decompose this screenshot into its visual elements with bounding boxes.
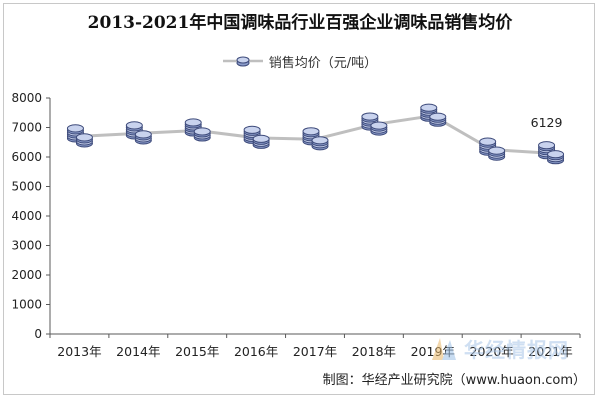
x-tick-label: 2014年 bbox=[116, 344, 160, 359]
source-note: 制图：华经产业研究院（www.huaon.com） bbox=[322, 373, 586, 388]
y-tick-label: 1000 bbox=[11, 298, 42, 312]
x-tick-label: 2020年 bbox=[470, 344, 514, 359]
y-tick-label: 2000 bbox=[11, 268, 42, 282]
x-tick-label: 2016年 bbox=[234, 344, 278, 359]
y-tick-label: 8000 bbox=[11, 91, 42, 105]
y-tick-label: 5000 bbox=[11, 180, 42, 194]
chart-frame bbox=[3, 3, 595, 395]
data-point-marker bbox=[420, 103, 447, 127]
x-tick-label: 2018年 bbox=[352, 344, 396, 359]
watermark: 华经情报网 bbox=[430, 328, 600, 368]
legend-swatch-icon bbox=[222, 56, 263, 67]
legend-label: 销售均价（元/吨） bbox=[268, 55, 378, 71]
y-tick-label: 6000 bbox=[11, 150, 42, 164]
y-tick-label: 3000 bbox=[11, 239, 42, 253]
x-tick-label: 2015年 bbox=[175, 344, 219, 359]
y-tick-label: 7000 bbox=[11, 121, 42, 135]
x-tick-label: 2013年 bbox=[57, 344, 101, 359]
data-point-marker bbox=[184, 118, 211, 142]
y-tick-label: 4000 bbox=[11, 209, 42, 223]
data-point-marker bbox=[361, 112, 388, 136]
data-point-marker bbox=[479, 137, 506, 161]
chart-title: 2013-2021年中国调味品行业百强企业调味品销售均价 bbox=[87, 13, 513, 33]
data-point-marker bbox=[66, 124, 93, 148]
data-point-marker bbox=[538, 141, 565, 165]
watermark-text: 华经情报网 bbox=[464, 337, 569, 362]
x-tick-label: 2019年 bbox=[411, 344, 455, 359]
x-tick-label: 2021年 bbox=[528, 344, 572, 359]
data-label: 6129 bbox=[531, 115, 563, 130]
y-tick-label: 0 bbox=[34, 327, 42, 341]
data-point-marker bbox=[302, 127, 329, 151]
logo-icon bbox=[432, 338, 456, 360]
x-tick-label: 2017年 bbox=[293, 344, 337, 359]
chart-legend: 销售均价（元/吨） bbox=[0, 50, 600, 72]
data-point-marker bbox=[243, 125, 270, 149]
data-point-marker bbox=[125, 121, 152, 145]
